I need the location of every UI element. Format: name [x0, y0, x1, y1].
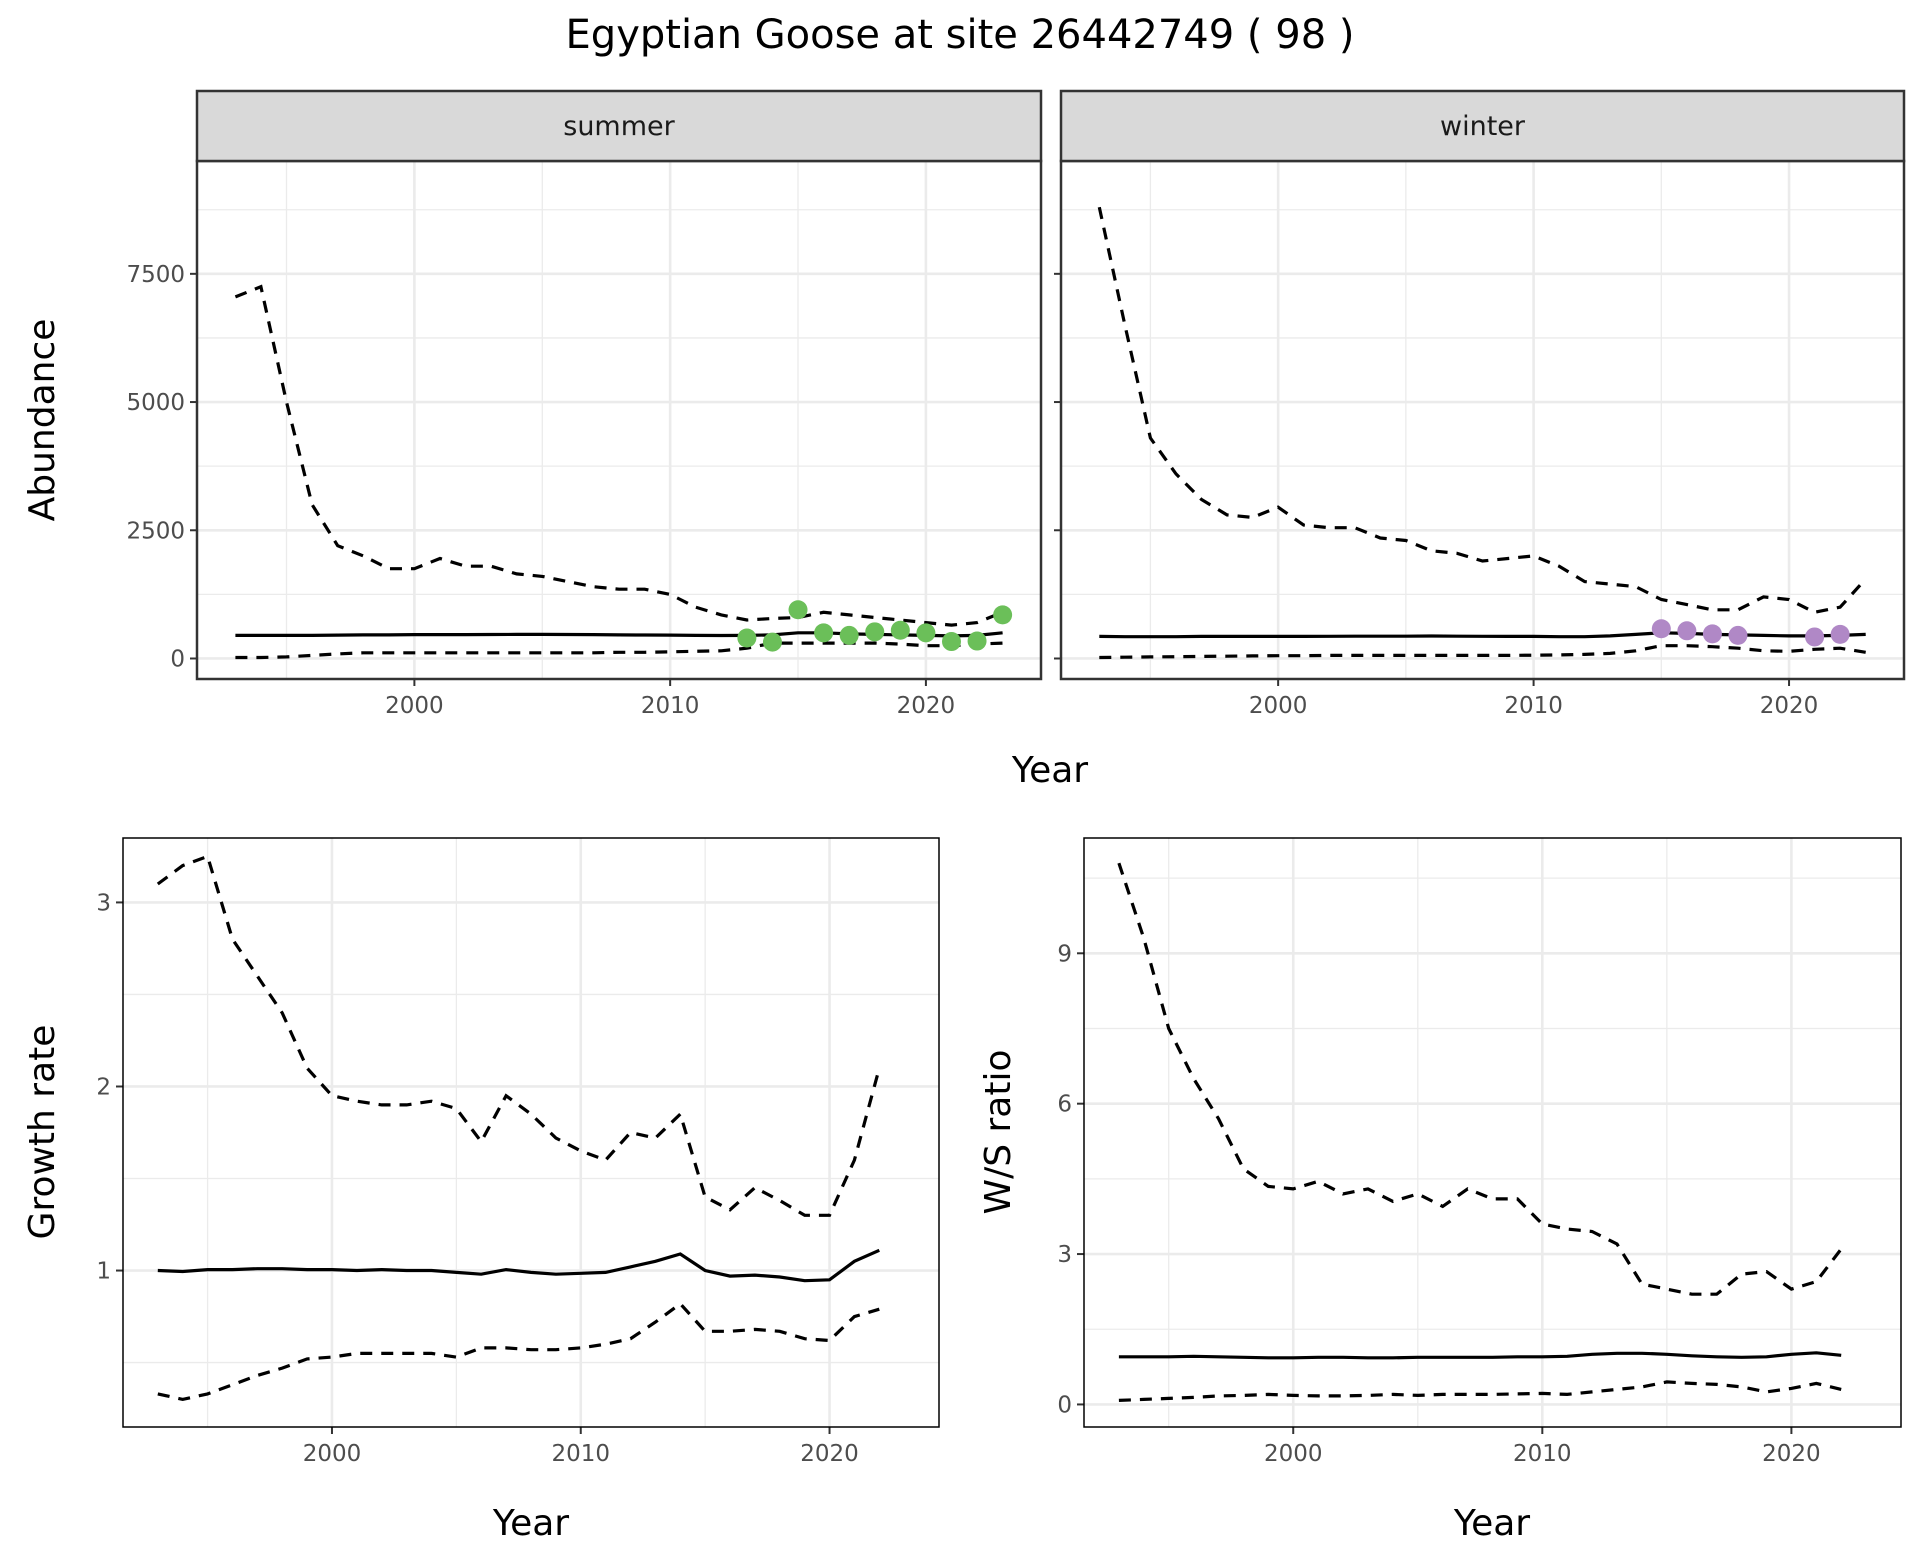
- panel-growth: 2000 2010 2020 1 2 3 Year Growth rate: [22, 837, 940, 1544]
- data-point: [941, 632, 961, 652]
- series-lower-line: [157, 1301, 880, 1402]
- y-tick-label: 0: [1057, 1392, 1072, 1418]
- y-tick-label: 2: [96, 1074, 111, 1100]
- x-axis-title: Year: [1453, 1503, 1530, 1544]
- y-tick-label: 1: [96, 1259, 111, 1285]
- y-tick-label: 7500: [126, 262, 185, 288]
- data-point: [1728, 625, 1748, 645]
- data-point: [890, 620, 910, 640]
- y-tick-label: 3: [1057, 1242, 1072, 1268]
- y-axis-title: Growth rate: [22, 1025, 63, 1240]
- facet-strip: [195, 89, 1043, 163]
- panel-background: [1084, 838, 1901, 1427]
- panel-background: [1061, 161, 1904, 679]
- series-mean-line: [1118, 1351, 1842, 1360]
- series-upper-line: [234, 284, 1004, 627]
- x-tick-label: 2020: [800, 1441, 859, 1467]
- data-point: [916, 623, 936, 643]
- x-tick-label: 2010: [551, 1441, 610, 1467]
- y-tick-label: 3: [96, 890, 111, 916]
- data-point: [1677, 621, 1697, 641]
- series-lower-line: [235, 641, 1003, 660]
- y-tick-label: 5000: [126, 390, 185, 416]
- series-mean-line: [157, 1248, 880, 1283]
- x-tick-label: 2020: [897, 693, 956, 719]
- y-tick-label: 9: [1057, 941, 1072, 967]
- data-point: [1702, 624, 1722, 644]
- top-x-axis-title: Year: [1011, 750, 1088, 791]
- series-lower-line: [1118, 1380, 1842, 1402]
- data-point: [814, 623, 834, 643]
- panel-background: [123, 838, 939, 1427]
- data-point: [1830, 624, 1850, 644]
- y-tick-label: 6: [1057, 1092, 1072, 1118]
- x-axis-title: Year: [492, 1503, 569, 1544]
- panel-summer: 2000 2010 2020 0 2500 5000 7500 summer: [126, 89, 1043, 719]
- y-tick-label: 2500: [126, 518, 185, 544]
- x-tick-label: 2000: [1264, 1441, 1323, 1467]
- facet-strip-label: winter: [1440, 111, 1526, 142]
- top-y-axis-title: Abundance: [22, 319, 63, 522]
- panel-background: [197, 161, 1041, 679]
- series-upper-line: [1097, 206, 1867, 614]
- x-tick-label: 2010: [1504, 693, 1563, 719]
- facet-strip: [1059, 89, 1906, 163]
- chart-title: Egyptian Goose at site 26442749 ( 98 ): [566, 12, 1355, 58]
- data-point: [762, 632, 782, 652]
- x-tick-label: 2000: [303, 1441, 362, 1467]
- panel-winter: 2000 2010 2020 winter: [1054, 89, 1906, 719]
- x-tick-label: 2010: [1513, 1441, 1572, 1467]
- x-tick-label: 2000: [1249, 693, 1308, 719]
- panel-border: [1083, 837, 1902, 1428]
- panel-ws_ratio: 2000 2010 2020 0 3 6 9 Year W/S ratio: [978, 837, 1902, 1544]
- y-axis-title: W/S ratio: [978, 1049, 1019, 1214]
- data-point: [1651, 619, 1671, 639]
- x-tick-label: 2020: [1762, 1441, 1821, 1467]
- x-tick-label: 2010: [641, 693, 700, 719]
- series-lower-line: [1099, 644, 1866, 660]
- data-point: [1805, 627, 1825, 647]
- data-point: [993, 605, 1013, 625]
- data-point: [737, 628, 757, 648]
- facet-strip-label: summer: [563, 111, 675, 142]
- series-upper-line: [1117, 862, 1843, 1296]
- data-point: [788, 600, 808, 620]
- x-tick-label: 2000: [385, 693, 444, 719]
- y-tick-label: 0: [170, 646, 185, 672]
- data-point: [967, 631, 987, 651]
- x-tick-label: 2020: [1760, 693, 1819, 719]
- data-point: [839, 625, 859, 645]
- data-point: [865, 622, 885, 642]
- panel-border: [122, 837, 940, 1428]
